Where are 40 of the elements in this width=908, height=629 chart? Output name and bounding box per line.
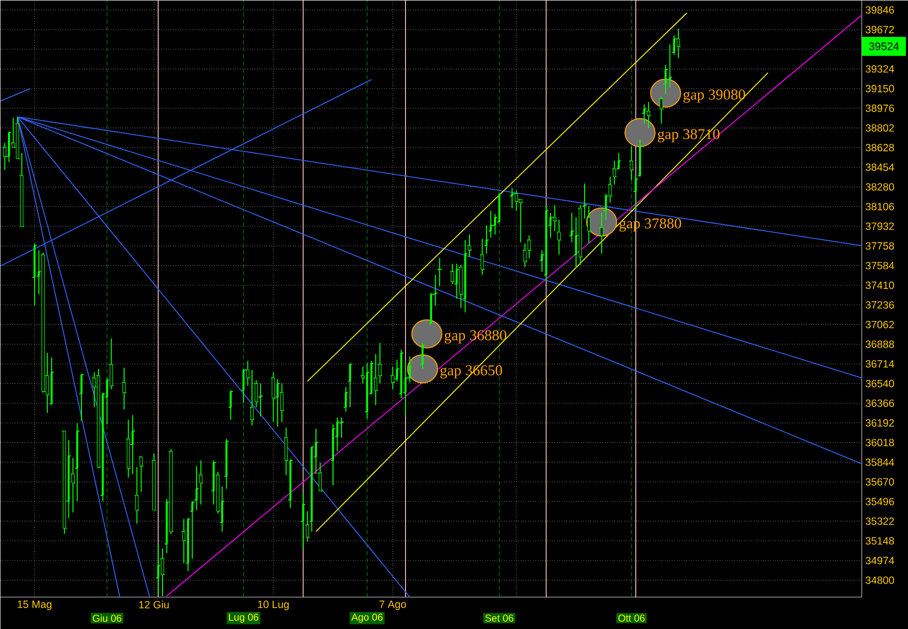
annotation: 39524	[869, 42, 899, 50]
y-tick-label: 36540	[866, 380, 894, 388]
x-tick-label: 7 Ago	[380, 600, 406, 610]
y-tick-label: 35148	[866, 537, 894, 545]
ref-line-label: Set 06	[485, 614, 514, 622]
x-tick-label: 10 Lug	[258, 600, 289, 610]
y-tick-label: 38628	[866, 144, 894, 152]
x-tick-label: 15 Mag	[18, 600, 52, 610]
ref-line-label: Ago 06	[351, 614, 383, 623]
y-tick-label: 37584	[866, 262, 894, 270]
y-tick-label: 38454	[866, 163, 894, 171]
y-tick-label: 39672	[866, 26, 894, 34]
y-tick-label: 38280	[866, 183, 894, 191]
y-tick-label: 34800	[866, 576, 894, 584]
y-tick-label: 37236	[866, 301, 894, 309]
y-tick-label: 39150	[866, 84, 894, 92]
ref-line-label: Lug 06	[229, 614, 258, 623]
y-tick-label: 37932	[866, 222, 894, 230]
y-tick-label: 35496	[866, 498, 894, 506]
y-tick-label: 37410	[866, 281, 894, 289]
ref-line-label: Giu 06	[92, 614, 122, 622]
y-tick-label: 37062	[866, 320, 894, 328]
y-tick-label: 35322	[866, 517, 894, 525]
y-tick-label: 35844	[866, 458, 894, 466]
y-tick-label: 35670	[866, 478, 894, 486]
y-tick-label: 38976	[866, 104, 894, 112]
y-tick-label: 38106	[866, 202, 894, 210]
annotation: gap 39080	[683, 89, 746, 103]
y-tick-label: 39324	[866, 65, 894, 73]
y-tick-label: 34974	[866, 556, 894, 564]
y-tick-label: 36714	[866, 360, 894, 368]
y-tick-label: 36192	[866, 419, 894, 427]
y-tick-label: 36366	[866, 399, 894, 407]
y-tick-label: 38802	[866, 124, 894, 132]
y-tick-label: 37758	[866, 242, 894, 250]
ref-line-label: Ott 06	[618, 614, 645, 622]
x-tick-label: 12 Giu	[139, 600, 169, 608]
y-tick-label: 39846	[866, 6, 894, 14]
y-tick-label: 36018	[866, 438, 894, 446]
y-tick-label: 36888	[866, 340, 894, 348]
